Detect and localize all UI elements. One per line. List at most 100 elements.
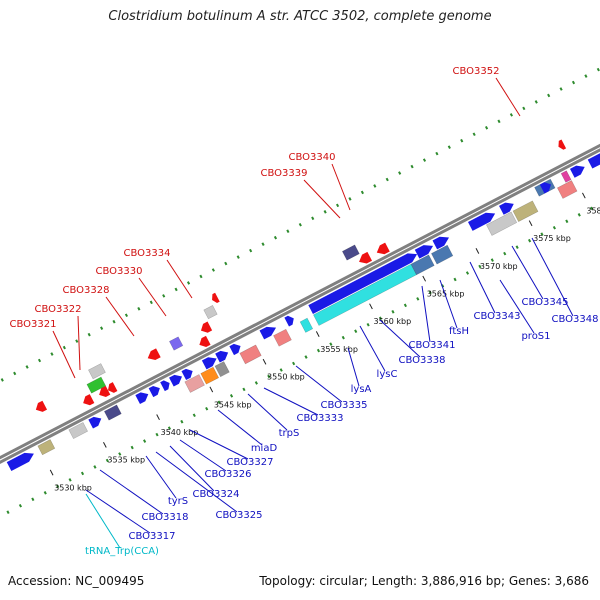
reverse-gene <box>86 376 107 394</box>
scale-ticks: 3530 kbp 3535 kbp 3540 kbp 3545 kbp 3550 kbp… <box>49 192 600 492</box>
gene-label: CBO3345 <box>522 297 569 308</box>
forward-gene <box>184 374 205 393</box>
gene-label: proS1 <box>521 331 550 342</box>
label-leader-line <box>347 347 360 387</box>
forward-gene <box>512 200 539 222</box>
forward-gene <box>181 368 193 381</box>
forward-gene <box>313 263 417 326</box>
label-leader-line <box>303 179 341 219</box>
backbone-layer <box>0 143 600 464</box>
label-leader-line <box>52 330 76 379</box>
scale-tick-label: 3550 kbp <box>267 373 305 382</box>
gene-label: lysC <box>377 369 398 380</box>
reverse-gene <box>83 394 95 406</box>
genome-summary-text: Topology: circular; Length: 3,886,916 bp… <box>259 574 589 588</box>
forward-gene <box>431 244 454 265</box>
scale-tick-label: 3565 kbp <box>427 289 465 298</box>
label-leader-line <box>495 77 521 117</box>
forward-gene <box>68 422 88 440</box>
forward-gene <box>214 361 230 378</box>
forward-gene <box>88 416 102 429</box>
label-leader-line <box>511 245 544 300</box>
gene-label: CBO3341 <box>409 340 456 351</box>
gene-label: ftsH <box>449 326 469 337</box>
gene-label: lysA <box>351 384 372 395</box>
forward-gene <box>6 452 34 471</box>
gene-label: tRNA_Trp(CCA) <box>85 546 159 557</box>
label-leader-line <box>295 365 343 403</box>
forward-gene <box>569 165 585 178</box>
gene-label: CBO3328 <box>63 285 110 296</box>
label-leader-line <box>189 429 249 460</box>
forward-gene <box>103 404 122 421</box>
label-leader-line <box>138 277 167 317</box>
gene-label: CBO3335 <box>321 400 368 411</box>
forward-gene <box>414 245 434 259</box>
scale-tick-label: 3555 kbp <box>320 345 358 354</box>
reverse-gene <box>212 292 220 304</box>
backbone-line <box>0 143 600 460</box>
reverse-gene <box>147 348 161 360</box>
label-leader-line <box>247 393 288 431</box>
forward-gene <box>201 357 217 370</box>
forward-gene <box>539 182 552 194</box>
gene-label: CBO3348 <box>552 314 599 325</box>
forward-gene <box>308 253 418 315</box>
gene-label: CBO3340 <box>289 152 336 163</box>
label-leader-line <box>217 409 263 446</box>
backbone-line <box>0 148 600 464</box>
gene-label: CBO3327 <box>227 457 274 468</box>
label-leader-line <box>179 439 227 472</box>
reverse-gene <box>88 363 106 380</box>
gene-label: CBO3334 <box>124 248 171 259</box>
label-leader-line <box>359 325 386 372</box>
gene-label: CBO3339 <box>261 168 308 179</box>
forward-gene <box>169 374 183 387</box>
label-leader-line <box>469 261 496 314</box>
reverse-gene <box>107 382 118 393</box>
label-leader-line <box>499 279 535 334</box>
reverse-gene <box>376 242 390 255</box>
forward-gene <box>229 343 241 356</box>
label-leader-line <box>439 279 458 329</box>
label-leader-line <box>169 445 215 492</box>
forward-gene <box>284 315 294 327</box>
forward-gene <box>259 326 277 340</box>
gene-labels: CBO3352 CBO3340 CBO3339 CBO3334 CBO3330 CBO33… <box>10 66 599 557</box>
forward-gene <box>135 392 149 405</box>
scale-tick-label: 3535 kbp <box>107 456 145 465</box>
scale-tick-label: 3575 kbp <box>533 234 571 243</box>
gene-label: tyrS <box>168 496 188 507</box>
gene-label: CBO3338 <box>399 355 446 366</box>
forward-gene <box>160 380 170 392</box>
label-leader-line <box>331 163 351 211</box>
gene-features <box>6 139 600 471</box>
forward-gene <box>239 344 262 365</box>
forward-gene <box>410 254 435 276</box>
gene-label: CBO3324 <box>193 489 240 500</box>
label-leader-line <box>85 493 121 549</box>
reverse-gene <box>359 251 373 264</box>
label-leader-line <box>145 455 177 499</box>
reverse-gene <box>558 139 567 150</box>
gene-label: trpS <box>279 428 300 439</box>
label-leader-line <box>155 451 238 513</box>
forward-gene <box>273 328 292 347</box>
scale-tick-label: 3530 kbp <box>54 483 92 492</box>
scale-tick-label: 3560 kbp <box>373 317 411 326</box>
forward-gene <box>556 180 578 199</box>
reverse-gene <box>200 321 213 333</box>
reverse-gene <box>35 400 48 412</box>
scale-tick-label: 3545 kbp <box>214 400 252 409</box>
label-leader-line <box>105 296 135 337</box>
map-title: Clostridium botulinum A str. ATCC 3502, … <box>108 9 492 24</box>
forward-gene <box>200 366 220 385</box>
forward-gene <box>215 350 229 363</box>
label-leader-line <box>77 315 81 371</box>
gene-label: CBO3352 <box>453 66 500 77</box>
reverse-gene <box>99 385 111 397</box>
forward-gene <box>486 211 518 236</box>
scale-tick-label: 3570 kbp <box>480 262 518 271</box>
label-leader-line <box>379 319 421 358</box>
